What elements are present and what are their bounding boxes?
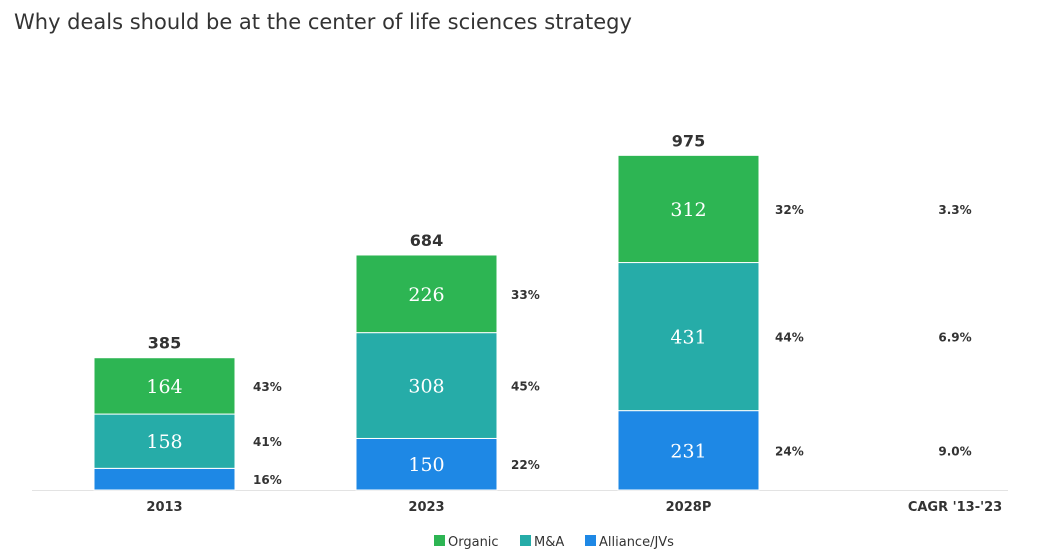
bar-total-label: 385 <box>148 334 181 353</box>
legend-swatch-organic <box>434 535 445 546</box>
bar-total-label: 975 <box>672 131 705 150</box>
chart-title: Why deals should be at the center of lif… <box>14 10 632 34</box>
legend-label-alliance-jvs: Alliance/JVs <box>599 535 674 550</box>
bar-value-label: 231 <box>670 440 706 462</box>
legend-label-m-a: M&A <box>534 535 564 550</box>
legend-swatch-m-a <box>520 535 531 546</box>
bar-2023-organic <box>355 254 498 334</box>
cagr-header: CAGR '13-'23 <box>908 500 1002 515</box>
bar-2023-alliance-jvs <box>355 437 498 491</box>
share-label: 22% <box>511 458 540 472</box>
share-label: 41% <box>253 435 282 449</box>
share-label: 32% <box>775 203 804 217</box>
bar-2013-organic <box>93 357 236 415</box>
bar-value-label: 308 <box>408 376 444 398</box>
bar-2023-m-a <box>355 332 498 439</box>
share-label: 24% <box>775 444 804 458</box>
share-label: 33% <box>511 288 540 302</box>
share-label: 44% <box>775 331 804 345</box>
bar-2013-alliance-jvs <box>93 467 236 491</box>
cagr-value: 6.9% <box>938 331 971 345</box>
cagr-value: 3.3% <box>938 203 971 217</box>
bar-2028P-alliance-jvs <box>617 410 760 491</box>
legend-label-organic: Organic <box>448 535 499 550</box>
bar-total-label: 684 <box>410 231 443 250</box>
x-tick-label: 2013 <box>146 500 182 515</box>
bar-2028P-m-a <box>617 262 760 412</box>
bar-value-label: 158 <box>146 431 182 453</box>
bar-value-label: 226 <box>408 284 444 306</box>
bar-value-label: 150 <box>408 454 444 476</box>
bar-value-label: 164 <box>146 376 182 398</box>
bar-value-label: 431 <box>670 327 706 349</box>
bar-2013-m-a <box>93 413 236 469</box>
x-tick-label: 2028P <box>666 500 712 515</box>
bar-2028P-organic <box>617 154 760 264</box>
x-tick-label: 2023 <box>408 500 444 515</box>
legend-swatch-alliance-jvs <box>585 535 596 546</box>
share-label: 45% <box>511 380 540 394</box>
share-label: 43% <box>253 380 282 394</box>
share-label: 16% <box>253 473 282 487</box>
cagr-value: 9.0% <box>938 444 971 458</box>
bar-value-label: 312 <box>670 199 706 221</box>
